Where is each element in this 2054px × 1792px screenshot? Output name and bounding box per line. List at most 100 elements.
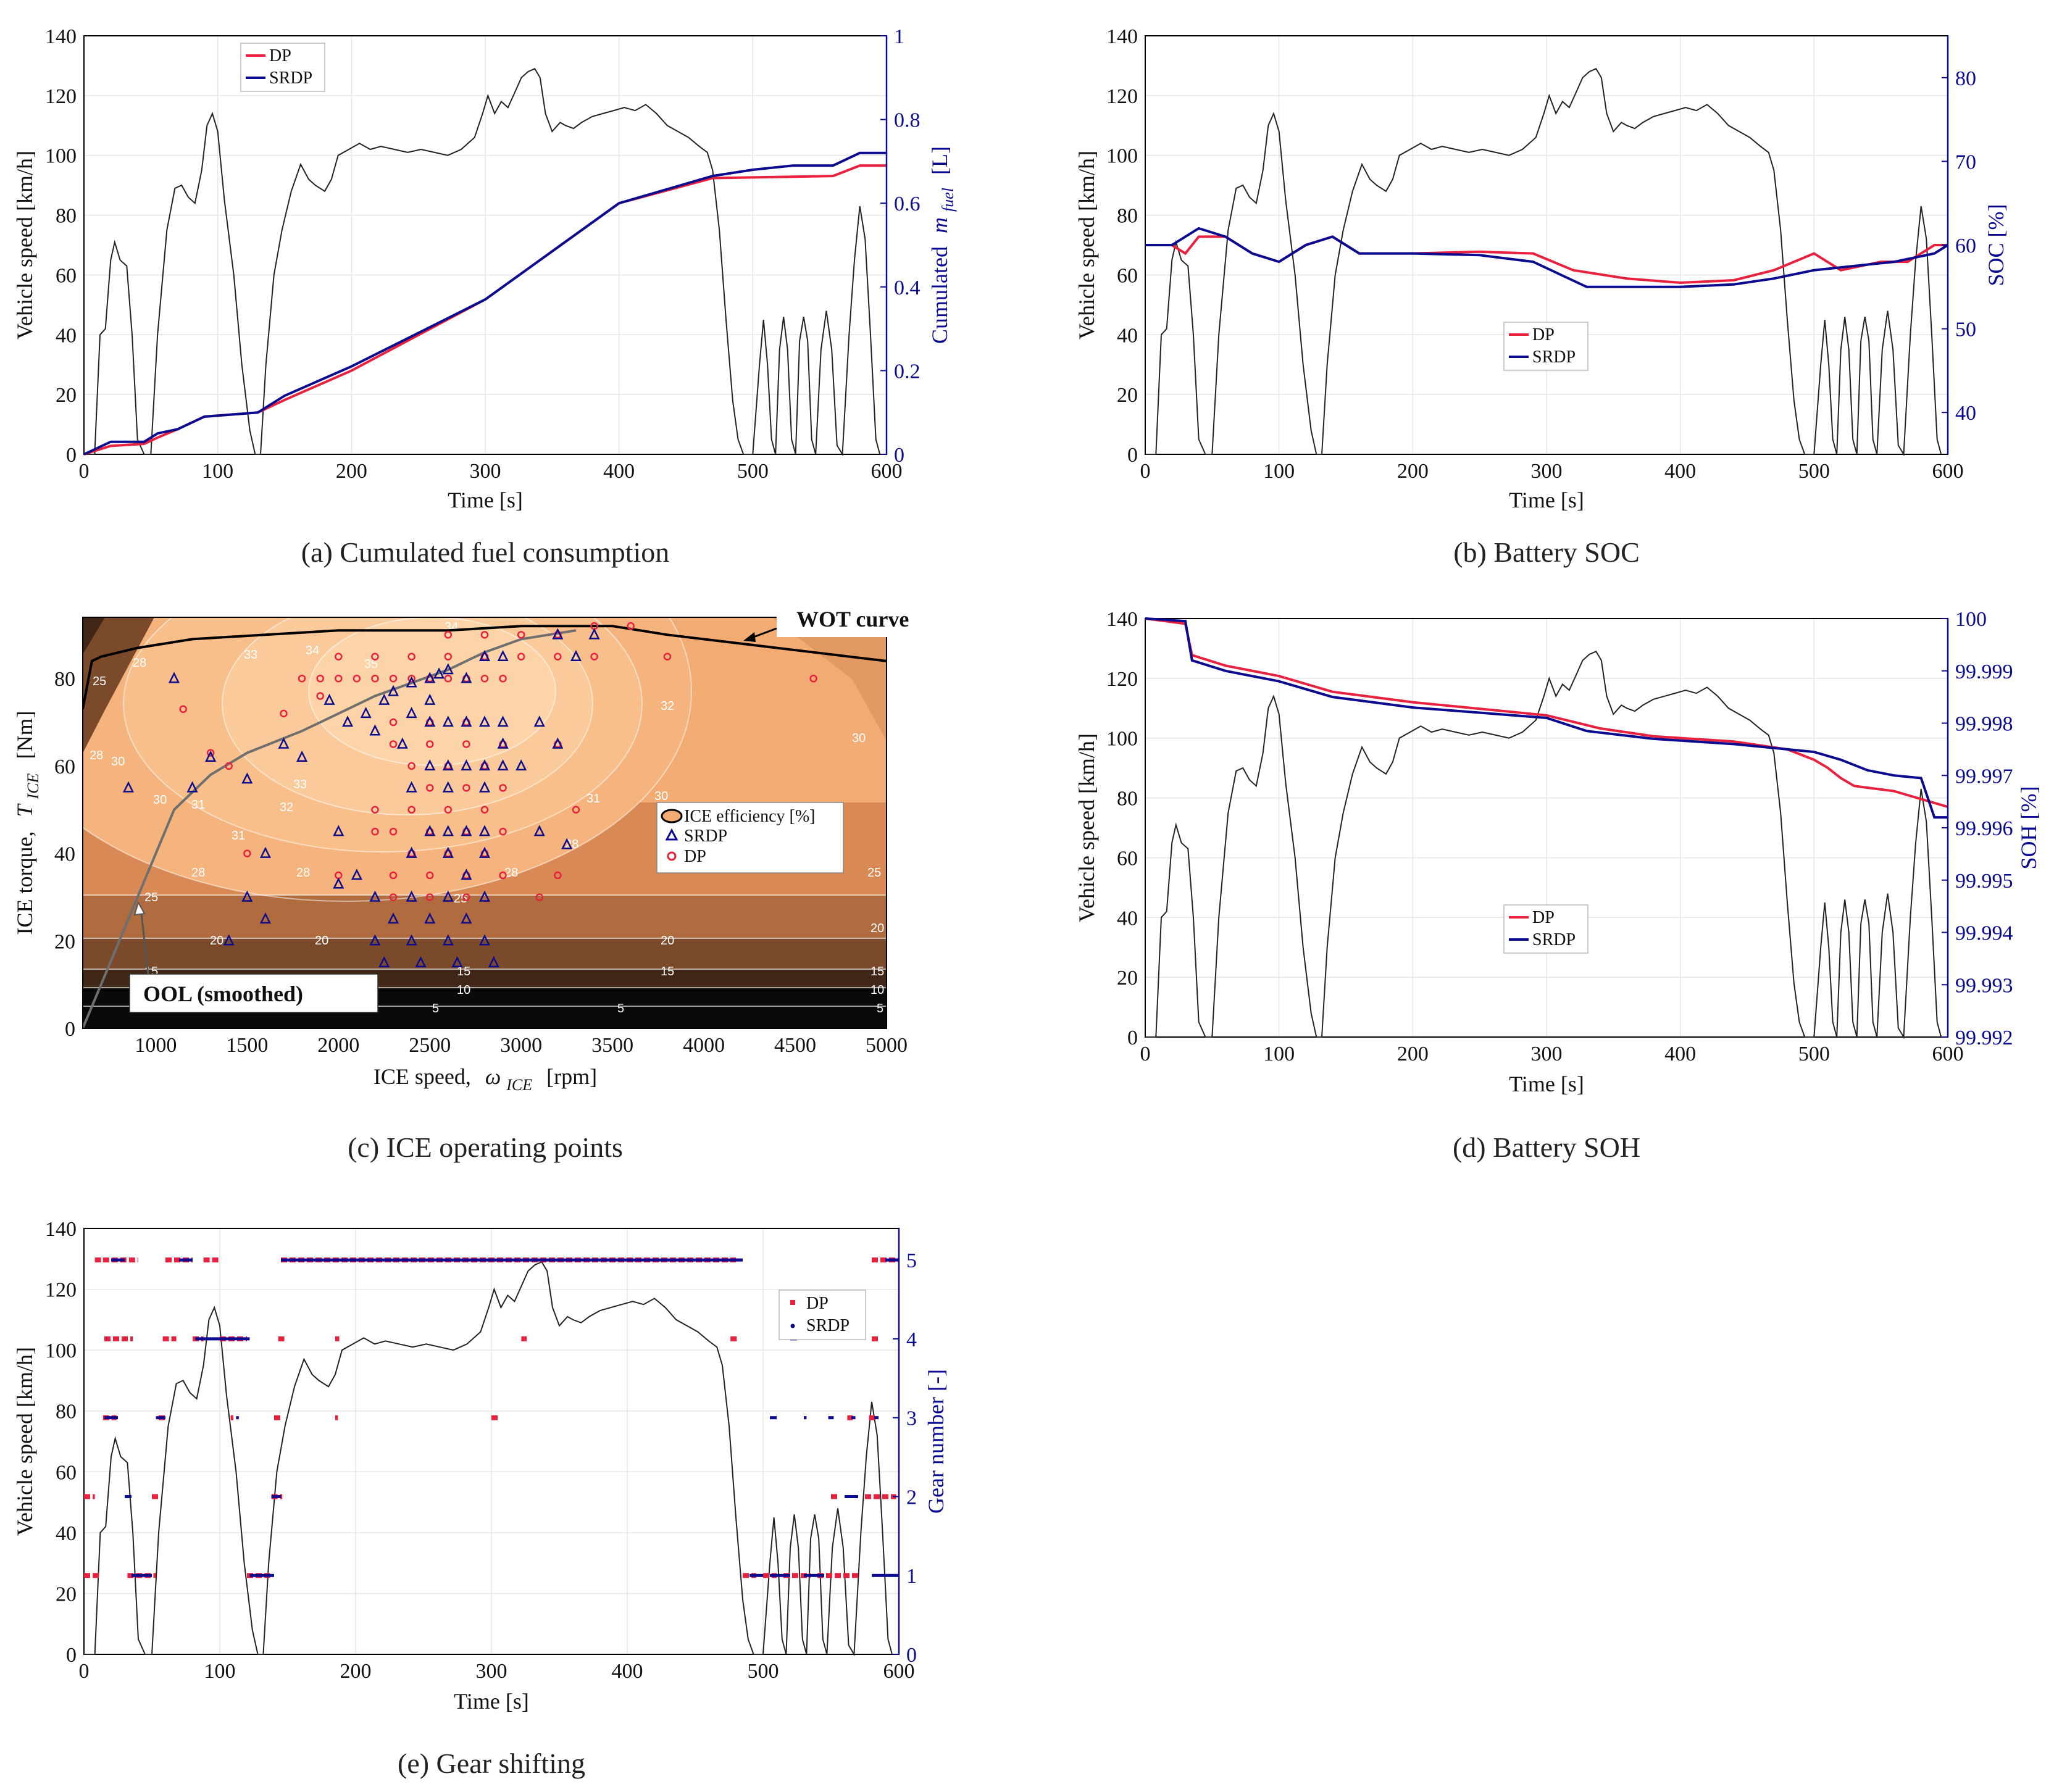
contour-label-31: 31 — [587, 792, 600, 806]
panel-a: 0 100 200 300 400 500 60002040608010012014000.… — [12, 25, 957, 568]
srdp-operating-point — [278, 737, 290, 749]
panel-a-grid — [83, 35, 887, 455]
dp-operating-point — [425, 893, 434, 901]
y-tick-label: 20 — [56, 1583, 77, 1606]
y-tick-label: 80 — [1117, 205, 1138, 228]
srdp-operating-point — [533, 715, 545, 727]
x-tick-label: 400 — [1664, 460, 1696, 483]
srdp-operating-point — [406, 934, 417, 946]
y2-tick-label: 0 — [894, 444, 904, 467]
y2-tick-label: 3 — [906, 1407, 917, 1430]
srdp-operating-point — [186, 781, 198, 793]
dp-operating-point — [407, 652, 415, 661]
srdp-operating-point — [333, 877, 344, 889]
x-tick-label: 0 — [1140, 460, 1151, 483]
y-tick-label: 20 — [1117, 967, 1138, 990]
dp-operating-point — [809, 674, 817, 683]
x-tick-label: 100 — [204, 1660, 236, 1683]
y-tick-label: 100 — [1106, 145, 1138, 168]
srdp-operating-point — [369, 890, 381, 902]
y-tick-label: 140 — [1106, 25, 1138, 48]
contour-label-20: 20 — [315, 934, 328, 948]
dp-operating-point — [554, 652, 562, 661]
y-tick-label: 40 — [54, 843, 75, 866]
xlabel-unit: [rpm] — [546, 1064, 597, 1089]
dp-operating-point — [389, 718, 398, 727]
y2-tick-label: 99.998 — [1955, 713, 2013, 736]
legend-srdp-swatch — [790, 1323, 795, 1328]
y2label-sub: fuel — [939, 188, 957, 212]
y2-tick-label: 1 — [894, 25, 904, 48]
dp-operating-point — [371, 652, 379, 661]
dp-operating-point — [499, 784, 507, 792]
dp-operating-point — [444, 631, 453, 639]
y-tick-label: 80 — [56, 205, 77, 228]
srdp-operating-point — [424, 912, 436, 924]
panel-b-speed — [1145, 68, 1942, 457]
vehicle-speed-line — [84, 68, 881, 457]
srdp-operating-point — [478, 890, 491, 902]
srdp-operating-point — [461, 869, 472, 880]
x-tick-label: 600 — [883, 1660, 915, 1683]
srdp-operating-point — [588, 628, 600, 640]
srdp-operating-point — [205, 750, 217, 762]
legend-srdp-label: SRDP — [1532, 930, 1576, 949]
y-tick-label: 40 — [56, 1522, 77, 1545]
srdp-operating-point — [461, 715, 472, 727]
dp-operating-point — [462, 784, 470, 792]
srdp-operating-point — [533, 825, 545, 836]
x-tick-label: 3500 — [591, 1034, 633, 1057]
dp-operating-point — [517, 652, 525, 661]
panel-b-ylabel: Vehicle speed [km/h] — [1074, 151, 1099, 340]
x-tick-label: 4000 — [683, 1034, 725, 1057]
srdp-operating-point — [442, 781, 454, 793]
x-tick-label: 500 — [737, 460, 769, 483]
srdp-operating-point — [406, 707, 417, 719]
y-tick-label: 0 — [1127, 1027, 1138, 1049]
legend-dp-label: DP — [1532, 325, 1555, 344]
x-tick-label: 500 — [748, 1660, 779, 1683]
vehicle-speed-line — [1145, 68, 1942, 457]
y2-tick-label: 0.8 — [894, 109, 921, 132]
y2-tick-label: 99.993 — [1955, 974, 2013, 997]
srdp-operating-point — [259, 912, 271, 924]
panel-a-ylabel: Vehicle speed [km/h] — [12, 151, 37, 340]
dp-operating-point — [572, 806, 580, 814]
contour-label-25: 25 — [867, 866, 881, 880]
panel-e-grid — [83, 1228, 900, 1655]
x-tick-label: 100 — [202, 460, 233, 483]
srdp-operating-point — [561, 838, 573, 849]
y2-tick-label: 80 — [1955, 67, 1976, 90]
srdp-operating-point — [461, 759, 472, 771]
y2-tick-label: 0.2 — [894, 360, 921, 383]
dp-operating-point — [407, 806, 415, 814]
contour-label-28: 28 — [191, 866, 205, 880]
legend-srdp-label: SRDP — [269, 69, 312, 88]
xlabel-sub: ICE — [506, 1076, 532, 1094]
contour-label-32: 32 — [280, 801, 293, 814]
legend-dp-label: DP — [1532, 908, 1555, 927]
panel-b-grid — [1145, 35, 1948, 455]
panel-a-ticks: 0 100 200 300 400 500 60002040608010012014000.… — [45, 25, 921, 483]
dp-operating-point — [335, 652, 343, 661]
srdp-operating-point — [241, 772, 253, 784]
y-tick-label: 60 — [56, 264, 77, 287]
srdp-operating-point — [424, 672, 436, 683]
y-tick-label: 60 — [54, 756, 75, 778]
contour-label-15: 15 — [661, 965, 674, 978]
srdp-operating-point — [360, 707, 372, 719]
y-tick-label: 80 — [1117, 788, 1138, 811]
legend-dp-swatch — [790, 1300, 795, 1305]
srdp-operating-point — [342, 715, 354, 727]
dp-operating-point — [444, 674, 453, 683]
srdp-operating-point — [442, 890, 454, 902]
legend-srdp-label: SRDP — [1532, 348, 1576, 367]
dp-operating-point — [590, 652, 598, 661]
srdp-operating-point — [396, 737, 408, 749]
x-tick-label: 100 — [1263, 1043, 1295, 1065]
contour-label-5: 5 — [877, 1002, 883, 1015]
srdp-operating-point — [223, 934, 235, 946]
panel-d-xlabel: Time [s] — [1509, 1072, 1584, 1096]
srdp-operating-point — [259, 846, 271, 858]
contour-label-15: 15 — [870, 965, 884, 978]
